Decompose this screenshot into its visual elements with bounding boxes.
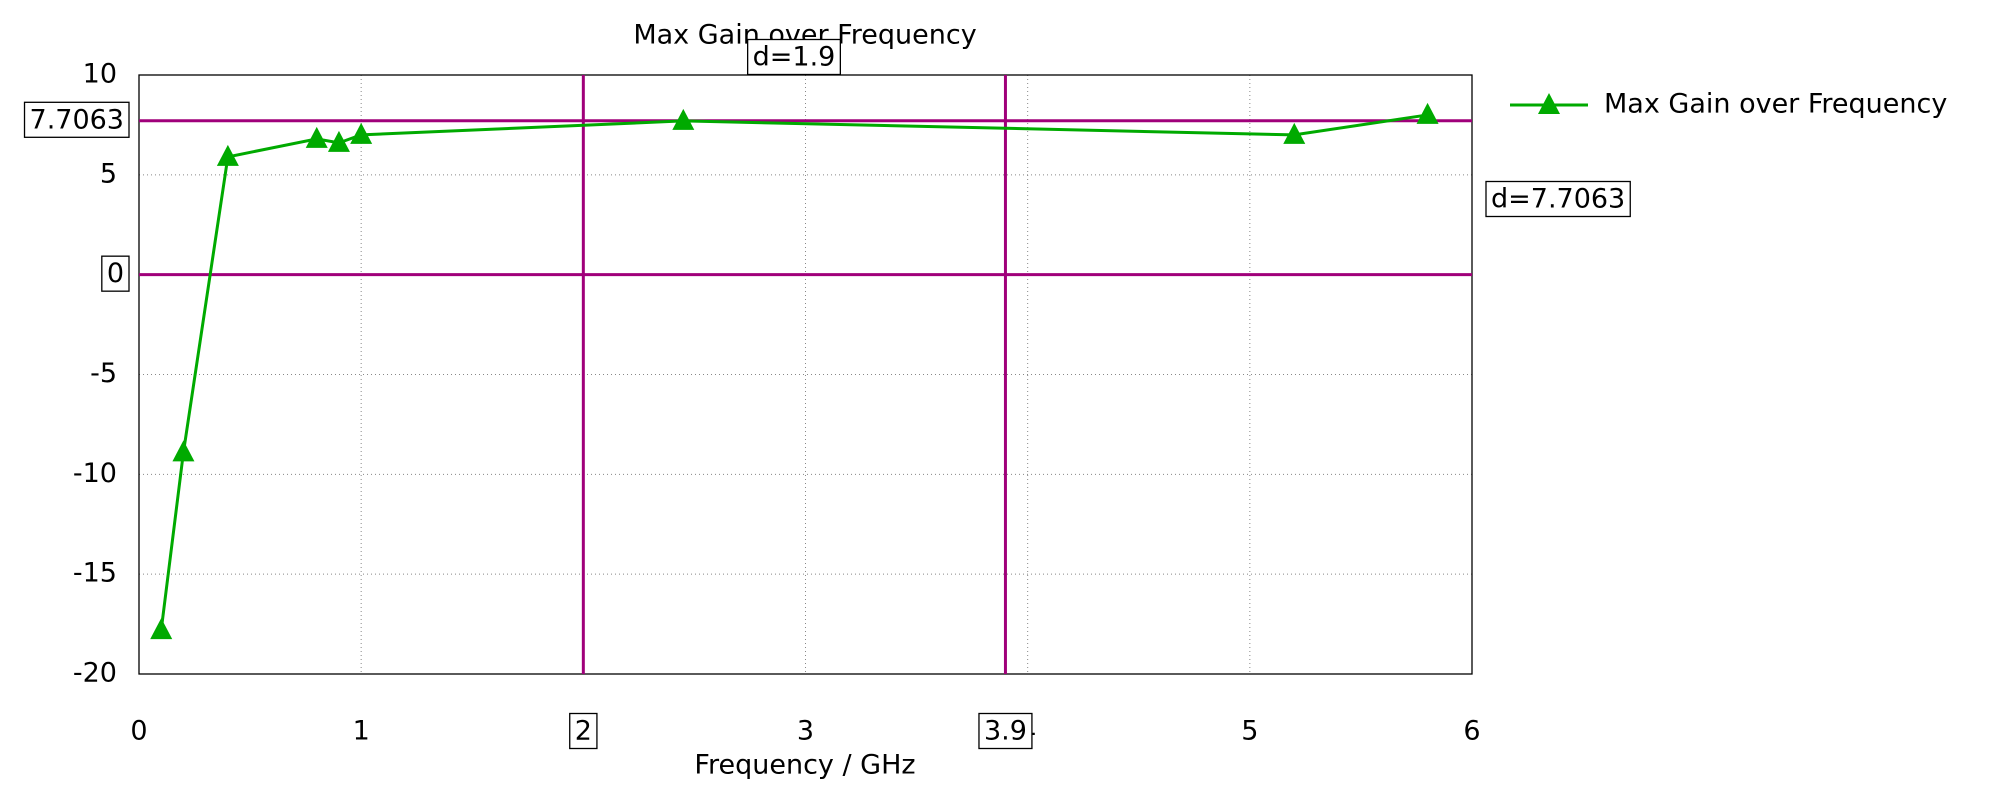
label-box — [101, 255, 130, 292]
data-point — [672, 108, 695, 130]
y-marker-label: 7.7063 — [30, 104, 124, 135]
y-delta-label: d=7.7063 — [1491, 184, 1625, 215]
x-tick-label: 5 — [1241, 716, 1258, 747]
x-tick-label: 1 — [353, 716, 370, 747]
data-point — [172, 440, 195, 462]
data-point — [216, 144, 239, 166]
y-tick-label: -10 — [73, 458, 117, 489]
y-tick-label: -5 — [90, 358, 117, 389]
data-point — [350, 122, 373, 144]
y-tick-label: 10 — [83, 59, 117, 90]
data-point — [1283, 122, 1306, 144]
x-marker-label: 3.9 — [984, 716, 1027, 747]
x-delta-label: d=1.9 — [753, 42, 836, 73]
label-box — [23, 101, 130, 138]
data-point — [305, 126, 328, 148]
x-axis-label: Frequency / GHz — [694, 750, 915, 781]
label-box — [569, 712, 598, 750]
data-point — [327, 130, 350, 152]
legend-marker — [1538, 93, 1560, 114]
y-tick-label: 5 — [100, 158, 117, 189]
series-line — [159, 113, 1428, 631]
y-tick-label: -20 — [73, 658, 117, 689]
x-tick-label: 3 — [797, 716, 814, 747]
x-marker-label: 2 — [575, 716, 592, 747]
label-box — [978, 712, 1033, 750]
label-box — [746, 38, 842, 76]
x-tick-label: 0 — [130, 716, 147, 747]
label-box — [1485, 180, 1631, 218]
data-point — [150, 618, 173, 640]
legend-label: Max Gain over Frequency — [1604, 89, 1947, 120]
y-tick-label: -15 — [73, 558, 117, 589]
data-point — [1416, 102, 1439, 124]
y-marker-label: 0 — [107, 258, 124, 289]
plot-frame — [138, 74, 1473, 675]
x-tick-label: 6 — [1463, 716, 1480, 747]
